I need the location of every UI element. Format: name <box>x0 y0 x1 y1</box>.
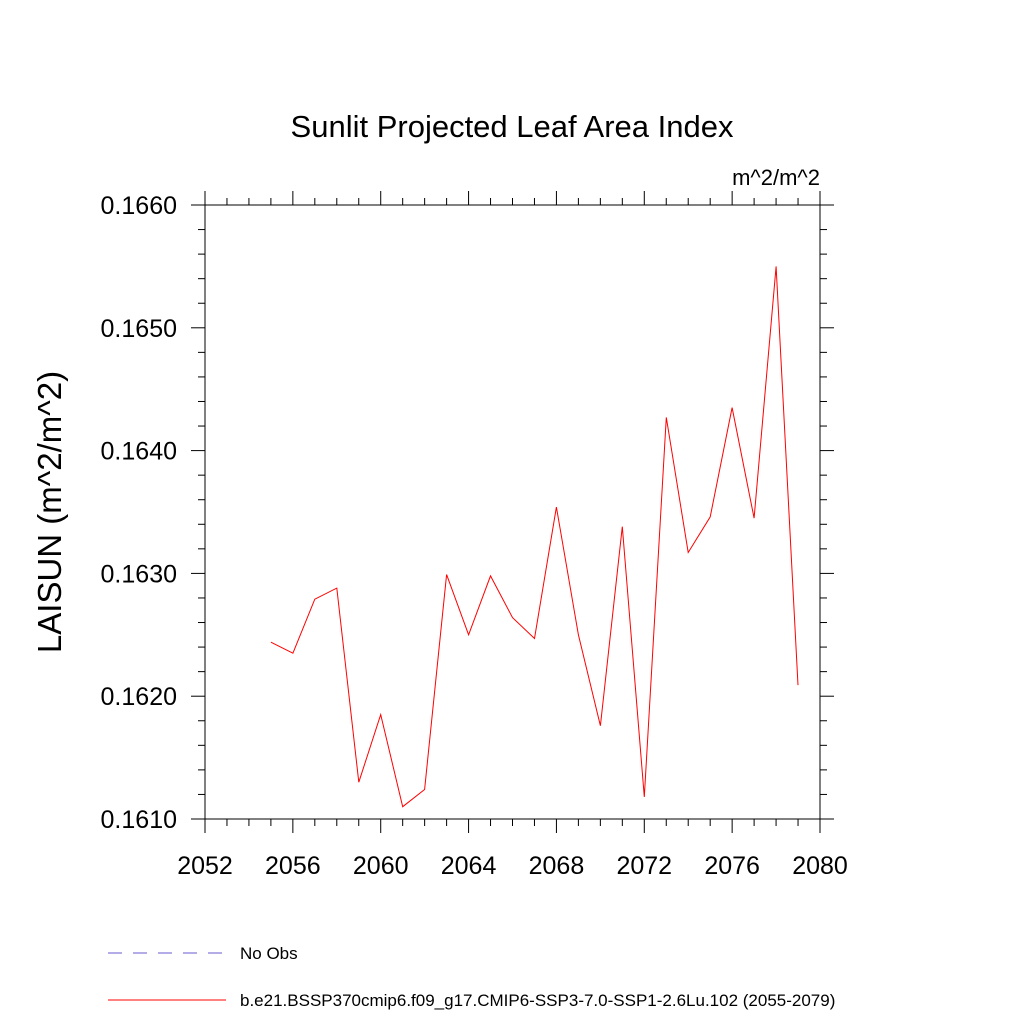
legend: No Obs b.e21.BSSP370cmip6.f09_g17.CMIP6-S… <box>108 944 835 1010</box>
y-tick-label: 0.1660 <box>101 192 177 220</box>
x-tick-label: 2064 <box>441 852 497 880</box>
axis-ticks: 2052 2056 2060 2064 2068 2072 2076 2080 0.1610 0.… <box>101 191 848 880</box>
y-tick-label: 0.1610 <box>101 806 177 834</box>
x-tick-label: 2072 <box>616 852 672 880</box>
y-tick-label: 0.1650 <box>101 315 177 343</box>
y-axis-label: LAISUN (m^2/m^2) <box>31 371 68 653</box>
units-label: m^2/m^2 <box>732 165 820 190</box>
legend-label: No Obs <box>240 944 298 963</box>
plot-frame <box>204 204 821 820</box>
x-tick-label: 2056 <box>265 852 321 880</box>
chart-title: Sunlit Projected Leaf Area Index <box>291 109 734 144</box>
x-tick-label: 2060 <box>353 852 409 880</box>
y-tick-label: 0.1640 <box>101 438 177 466</box>
series-line <box>270 266 799 808</box>
x-tick-label: 2080 <box>792 852 848 880</box>
legend-label: b.e21.BSSP370cmip6.f09_g17.CMIP6-SSP3-7.… <box>240 991 835 1010</box>
x-tick-label: 2076 <box>704 852 760 880</box>
x-tick-label: 2068 <box>529 852 585 880</box>
y-tick-label: 0.1630 <box>101 560 177 588</box>
series-layer <box>270 266 799 808</box>
y-tick-label: 0.1620 <box>101 683 177 711</box>
x-tick-label: 2052 <box>177 852 233 880</box>
